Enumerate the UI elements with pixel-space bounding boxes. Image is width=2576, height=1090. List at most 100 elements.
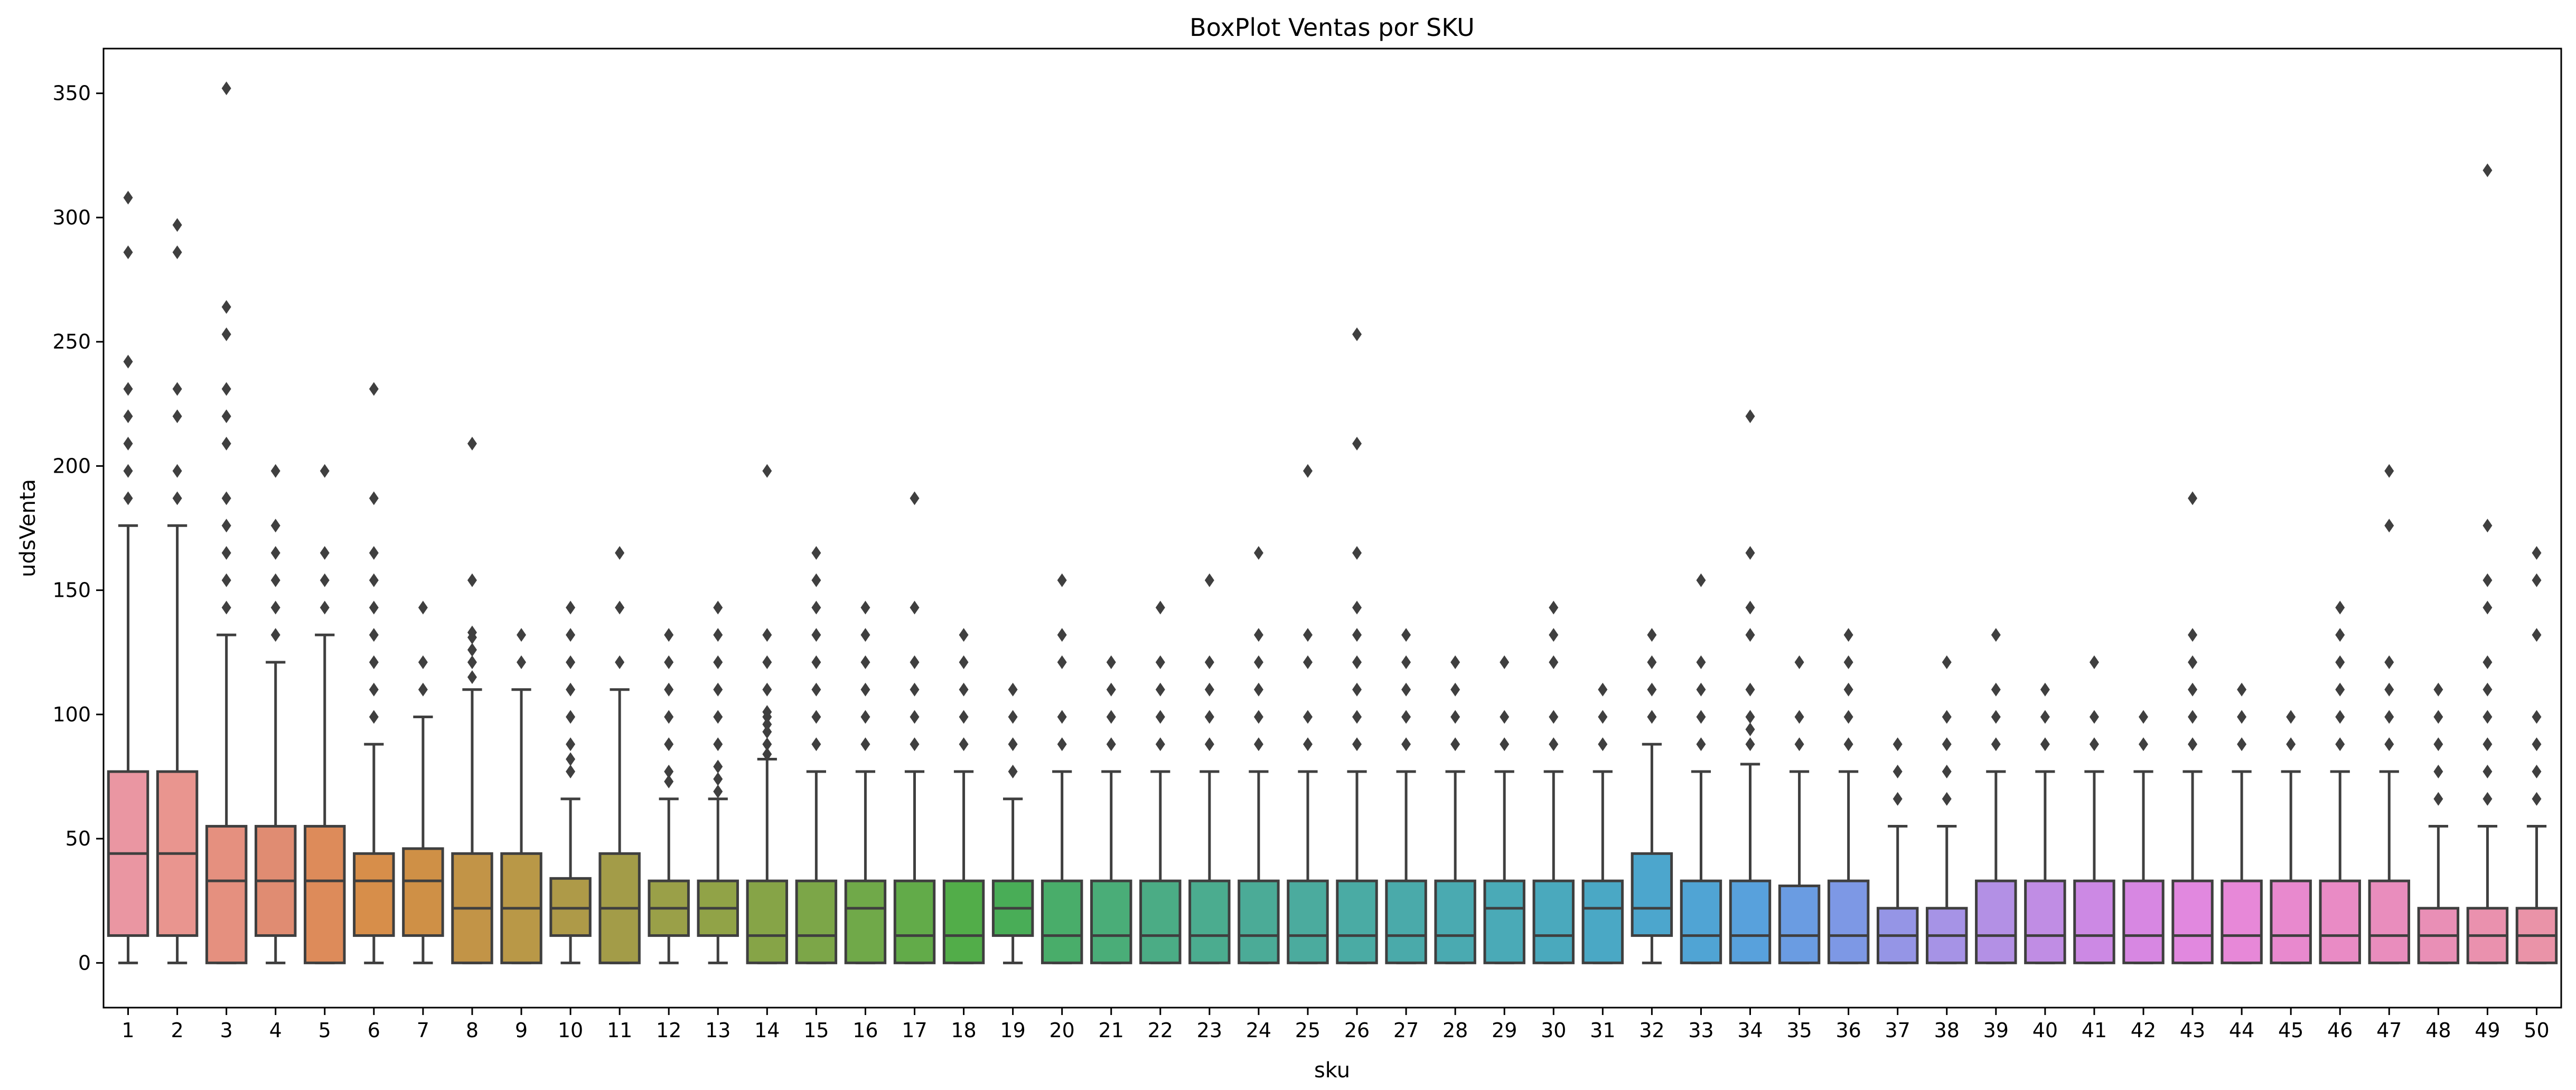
outlier-point [467, 643, 477, 657]
x-tick-label: 15 [803, 1019, 829, 1042]
outlier-point [467, 437, 477, 451]
x-tick-label: 49 [2475, 1019, 2500, 1042]
y-axis-title: udsVenta [16, 479, 40, 577]
outlier-point [1500, 655, 1510, 670]
outlier-point [1745, 546, 1755, 560]
outlier-point [1549, 710, 1559, 724]
outlier-point [2040, 682, 2050, 697]
outlier-point [1057, 737, 1067, 751]
outlier-point [221, 600, 231, 615]
outlier-point [123, 409, 133, 424]
outlier-point [221, 327, 231, 342]
outlier-point [2483, 710, 2493, 724]
outlier-point [762, 628, 772, 642]
outlier-point [369, 628, 379, 642]
box-sku-32 [1631, 628, 1673, 964]
outlier-point [664, 682, 674, 697]
outlier-point [2433, 765, 2443, 779]
outlier-point [664, 737, 674, 751]
outlier-point [1647, 710, 1657, 724]
outlier-point [1549, 628, 1559, 642]
outlier-point [467, 573, 477, 587]
outlier-point [1008, 682, 1018, 697]
outlier-point [172, 464, 182, 478]
outlier-point [910, 710, 920, 724]
outlier-point [221, 382, 231, 396]
outlier-point [1696, 710, 1706, 724]
outlier-point [664, 774, 674, 788]
outlier-point [1843, 655, 1853, 670]
outlier-point [1303, 737, 1313, 751]
box-iqr [304, 825, 346, 964]
box-sku-45 [2270, 710, 2312, 964]
outlier-point [615, 546, 625, 560]
outlier-point [1352, 655, 1362, 670]
box-sku-21 [1090, 655, 1132, 964]
outlier-point [1303, 655, 1313, 670]
x-tick-label: 20 [1049, 1019, 1074, 1042]
outlier-point [221, 519, 231, 533]
x-tick-label: 50 [2524, 1019, 2549, 1042]
outlier-point [1352, 710, 1362, 724]
outlier-point [270, 600, 280, 615]
outlier-point [713, 628, 723, 642]
outlier-point [1352, 737, 1362, 751]
outlier-point [2188, 628, 2198, 642]
x-tick-label: 10 [558, 1019, 583, 1042]
x-tick-label: 27 [1393, 1019, 1419, 1042]
outlier-point [1598, 682, 1608, 697]
outlier-point [1155, 710, 1165, 724]
outlier-point [1253, 628, 1263, 642]
outlier-point [1352, 437, 1362, 451]
box-sku-2 [156, 218, 199, 964]
outlier-point [2188, 682, 2198, 697]
outlier-point [2335, 710, 2345, 724]
box-sku-37 [1876, 737, 1919, 964]
box-sku-17 [893, 491, 936, 964]
outlier-point [2335, 737, 2345, 751]
outlier-point [1057, 628, 1067, 642]
outlier-point [270, 464, 280, 478]
box-iqr [1434, 879, 1476, 964]
y-tick-label: 150 [52, 579, 91, 602]
box-sku-42 [2122, 710, 2165, 964]
box-sku-47 [2368, 464, 2411, 964]
outlier-point [2433, 737, 2443, 751]
x-tick-label: 35 [1786, 1019, 1812, 1042]
box-iqr [1385, 879, 1427, 964]
outlier-point [566, 765, 576, 779]
outlier-point [2089, 655, 2099, 670]
outlier-point [1745, 710, 1755, 724]
box-sku-4 [254, 464, 297, 964]
x-tick-label: 22 [1148, 1019, 1173, 1042]
x-tick-label: 48 [2425, 1019, 2451, 1042]
outlier-point [1303, 710, 1313, 724]
outlier-point [1401, 682, 1411, 697]
outlier-point [1008, 765, 1018, 779]
chart-title: BoxPlot Ventas por SKU [1189, 13, 1475, 42]
box-iqr [205, 825, 248, 964]
box-sku-33 [1680, 573, 1722, 964]
x-tick-label: 13 [705, 1019, 730, 1042]
box-iqr [1680, 879, 1722, 964]
box-sku-6 [353, 382, 395, 964]
y-tick-label: 0 [78, 951, 91, 974]
outlier-point [1352, 600, 1362, 615]
box-iqr [1631, 852, 1673, 937]
outlier-point [1794, 710, 1804, 724]
outlier-point [369, 573, 379, 587]
outlier-point [1745, 628, 1755, 642]
box-sku-24 [1238, 546, 1280, 964]
box-sku-12 [648, 628, 690, 964]
outlier-point [369, 491, 379, 505]
outlier-point [2089, 710, 2099, 724]
box-sku-34 [1729, 409, 1772, 964]
x-tick-label: 9 [515, 1019, 528, 1042]
outlier-point [172, 218, 182, 232]
box-sku-44 [2221, 682, 2263, 964]
outlier-point [2384, 464, 2394, 478]
x-tick-label: 23 [1197, 1019, 1222, 1042]
outlier-point [1352, 682, 1362, 697]
outlier-point [1401, 628, 1411, 642]
outlier-point [123, 491, 133, 505]
